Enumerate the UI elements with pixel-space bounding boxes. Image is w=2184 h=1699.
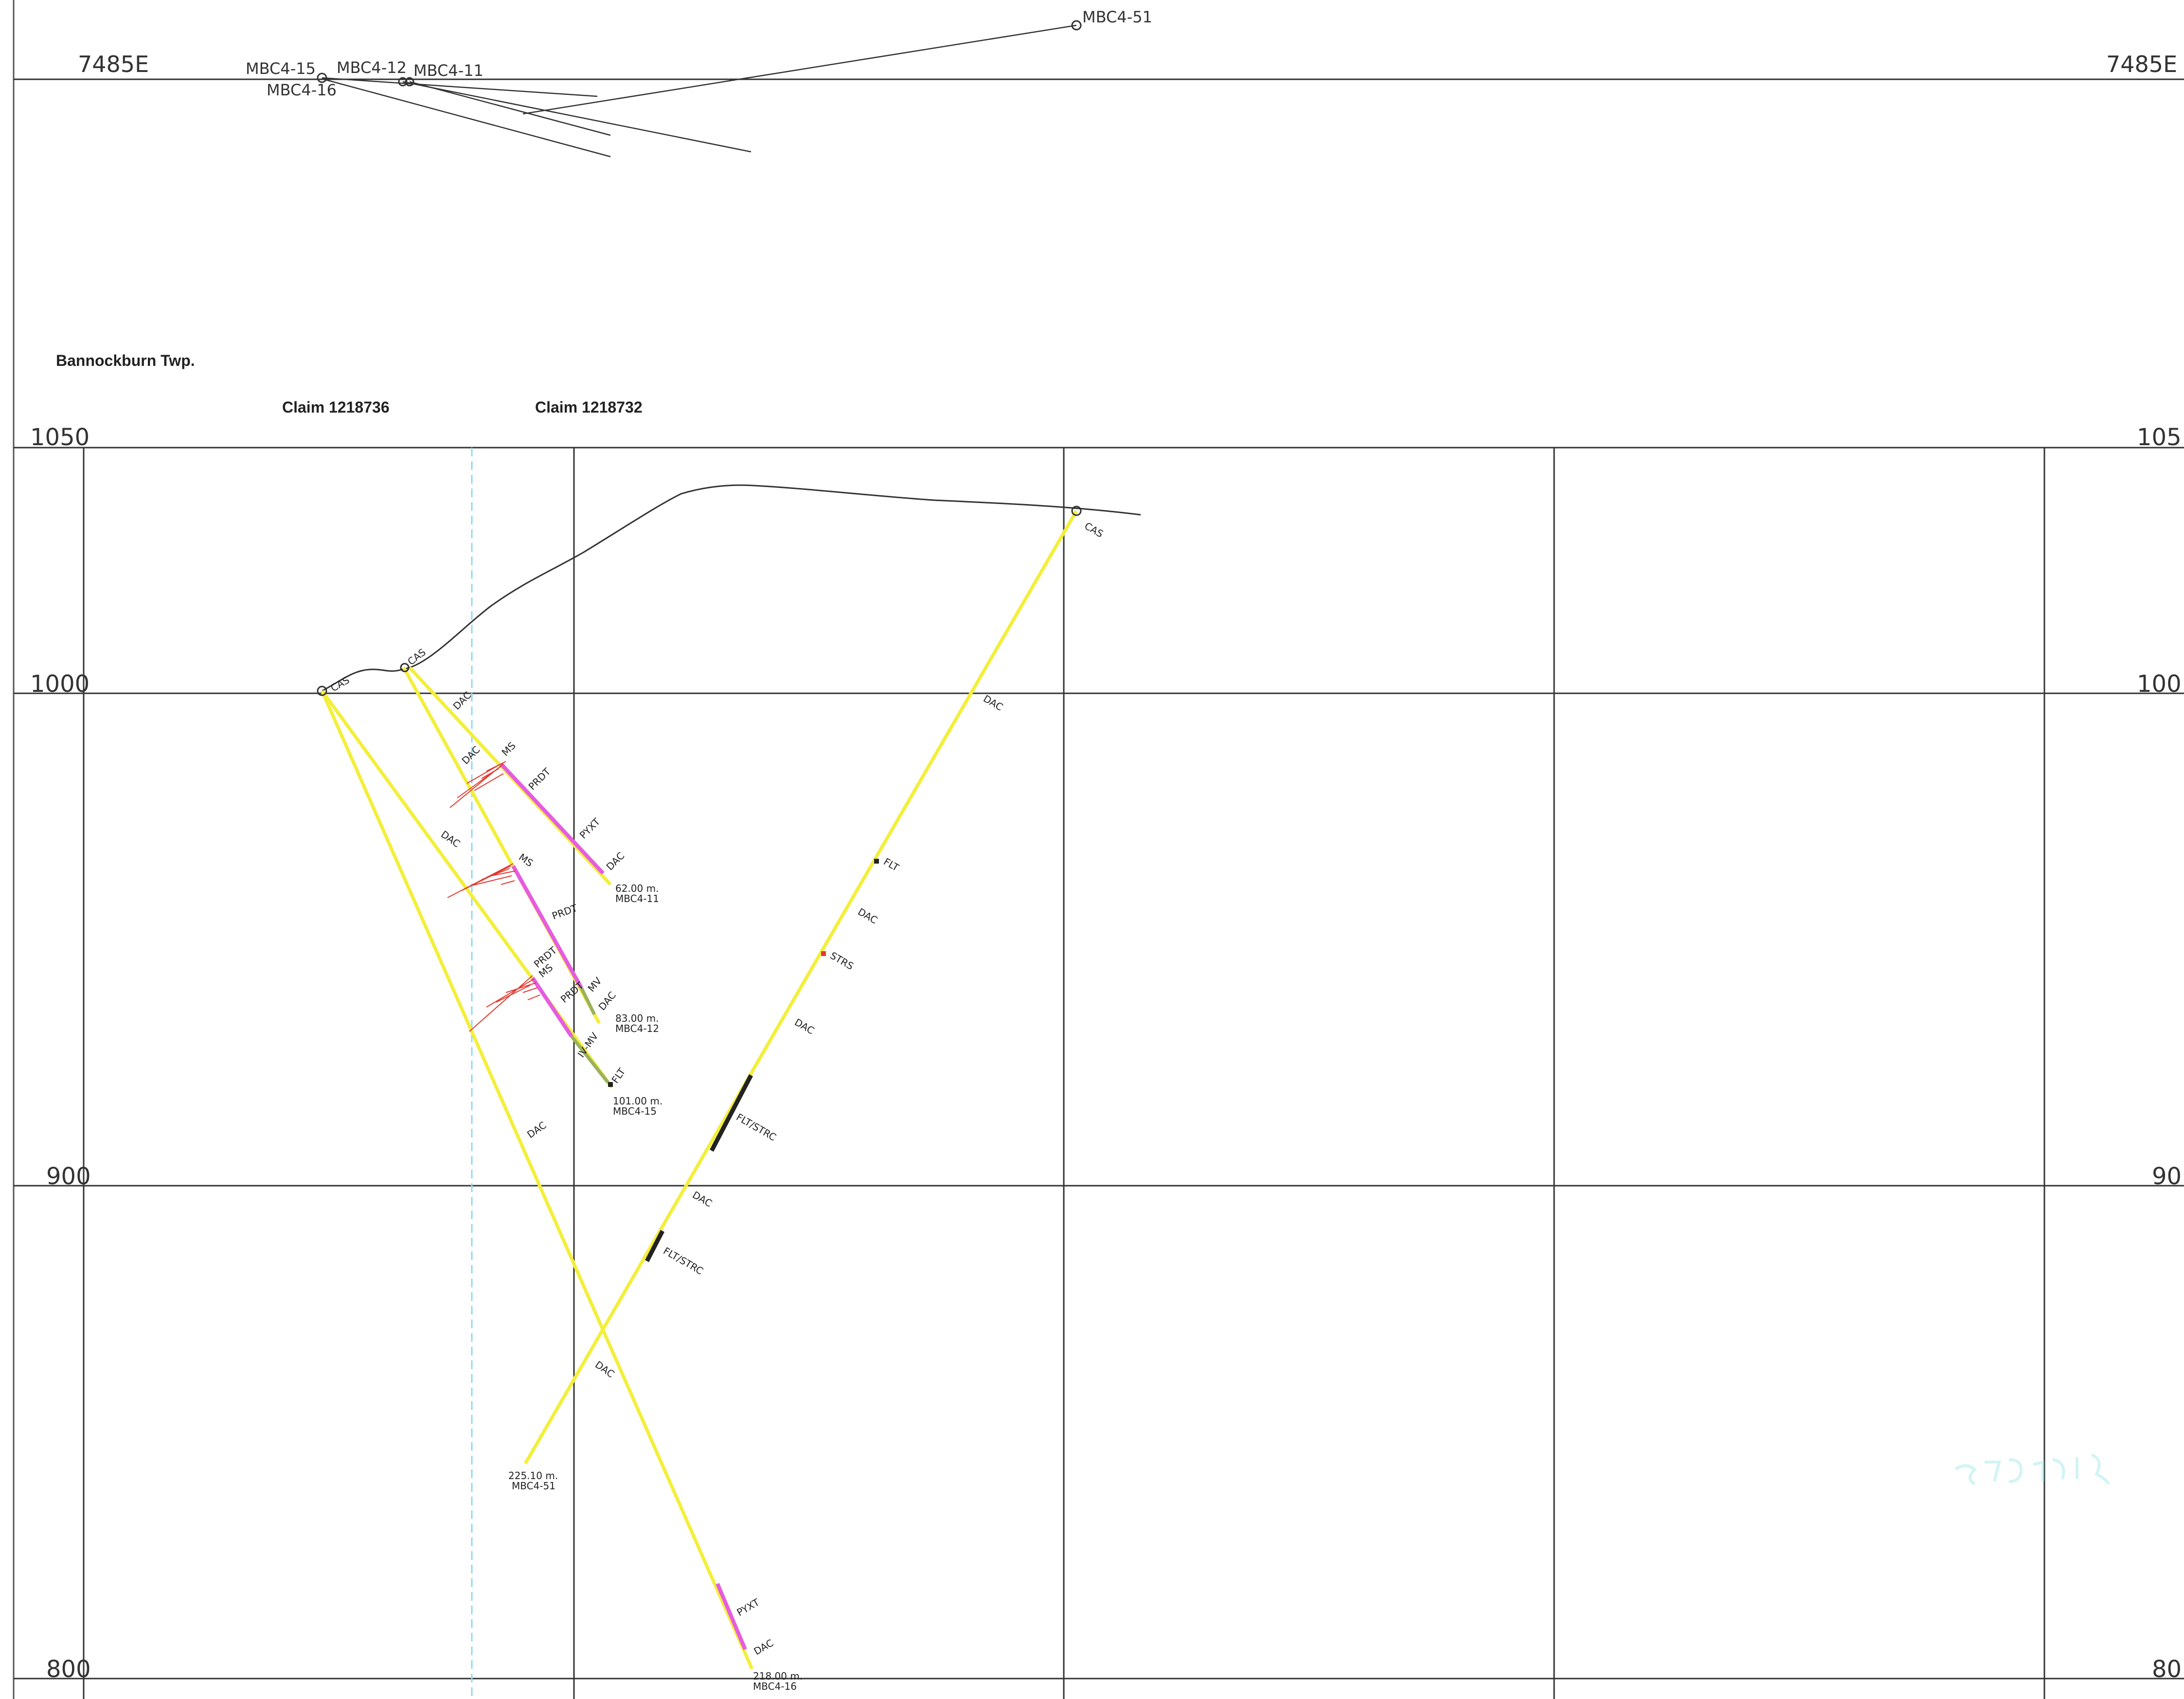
lith-label: CAS [1083, 520, 1106, 540]
hole-depth-mbc4-16: 218.00 m. [753, 1670, 803, 1682]
lith-label: DAC [596, 989, 618, 1012]
plan-trace-mbc4-12 [402, 81, 752, 153]
mafic-segment [579, 987, 596, 1015]
plan-trace-mbc4-16 [322, 78, 611, 158]
collar-icon [317, 72, 327, 83]
easting-label-left: 7485E [78, 51, 149, 77]
hole-mbc4-16 [320, 690, 754, 1670]
collar-label-mbc4-15: MBC4-15 [246, 59, 316, 78]
hole-name-mbc4-12: MBC4-12 [615, 1023, 659, 1034]
collar-icon [405, 77, 414, 87]
hole-name-mbc4-16: MBC4-16 [753, 1681, 797, 1692]
easting-label-right: 7485E [2106, 51, 2177, 77]
collar-icon [398, 77, 408, 87]
fault-segment [645, 1229, 664, 1263]
strs-marker [821, 951, 826, 956]
collar-icon [400, 663, 410, 672]
fault-segment [710, 1074, 753, 1152]
lith-label: STRS [828, 950, 856, 973]
lith-label: MS [517, 851, 535, 869]
elevation-label-right-900: 90 [2152, 1163, 2182, 1190]
hole-end-labels: 62.00 m. MBC4-11 83.00 m. MBC4-12 101.00… [508, 883, 803, 1692]
elevation-label-800: 800 [46, 1656, 91, 1683]
topography-line [322, 484, 1141, 692]
lith-label: PYXT [735, 1596, 762, 1618]
lith-label: FLT/STRC [734, 1111, 778, 1143]
fault-marker [874, 859, 879, 864]
lith-label: PRDT [526, 765, 553, 792]
lith-label: DAC [691, 1189, 715, 1210]
hole-depth-mbc4-11: 62.00 m. [615, 883, 659, 894]
lith-label: DAC [982, 693, 1005, 713]
lith-label: DAC [604, 850, 627, 873]
elevation-label-1000: 1000 [30, 670, 90, 698]
hole-name-mbc4-51: MBC4-51 [512, 1480, 555, 1492]
plan-trace-mbc4-15 [322, 77, 598, 97]
collar-label-mbc4-12: MBC4-12 [337, 58, 407, 77]
lithology-labels: CAS CAS CAS DAC DAC MS PRDT PYXT DAC DAC… [329, 520, 1106, 1658]
collar-icon [1071, 506, 1082, 516]
plan-hole-traces [322, 24, 1077, 158]
sulphide-segment [500, 762, 605, 875]
plan-trace-mbc4-51 [522, 24, 1077, 115]
fault-marker [608, 1082, 613, 1087]
lith-label: FLT [882, 856, 901, 874]
drill-holes [320, 510, 1078, 1670]
collar-icon [1071, 20, 1082, 31]
hole-depth-mbc4-15: 101.00 m. [613, 1095, 662, 1107]
hole-mbc4-51 [523, 510, 1078, 1464]
section-grid: 1050 1000 900 800 105 100 90 80 [14, 424, 2184, 1699]
plan-view: 7485E 7485E MBC4-15 MBC4-12 MBC4-11 MBC4… [13, 0, 2184, 1699]
claim-label-1218732: Claim 1218732 [535, 398, 643, 416]
mafic-segment [570, 1035, 609, 1084]
lith-label: DAC [856, 906, 880, 926]
hole-name-mbc4-11: MBC4-11 [615, 893, 659, 904]
lith-label: CAS [329, 674, 352, 694]
elevation-label-right-1000: 100 [2137, 670, 2182, 698]
sulphide-segment [716, 1583, 747, 1650]
section-collars [317, 506, 1082, 696]
lith-label: MS [500, 740, 518, 758]
collar-label-mbc4-51: MBC4-51 [1082, 8, 1152, 26]
lith-label: MV [585, 975, 604, 994]
faint-stamp [1954, 1453, 2110, 1485]
township-label: Bannockburn Twp. [56, 352, 195, 369]
lith-label: DAC [593, 1358, 616, 1380]
sulphide-segment [531, 976, 573, 1038]
lith-label: DAC [525, 1119, 548, 1140]
elevation-label-1050: 1050 [30, 424, 90, 451]
lith-label: DAC [439, 828, 462, 850]
plan-collars [317, 20, 1082, 87]
assay-histograms [447, 761, 540, 1032]
lith-label: DAC [752, 1637, 776, 1657]
collar-label-mbc4-11: MBC4-11 [413, 61, 483, 80]
sulphide-segment [511, 865, 583, 989]
elevation-label-right-800: 80 [2152, 1656, 2182, 1683]
hole-depth-mbc4-51: 225.10 m. [508, 1470, 558, 1482]
lith-label: FLT/STRC [662, 1245, 705, 1277]
lith-label: PYXT [577, 815, 603, 841]
hole-name-mbc4-15: MBC4-15 [613, 1105, 657, 1117]
claim-label-1218736: Claim 1218736 [282, 398, 390, 416]
lith-label: DAC [793, 1016, 817, 1037]
elevation-label-right-1050: 105 [2137, 424, 2182, 451]
hole-depth-mbc4-12: 83.00 m. [615, 1012, 659, 1024]
elevation-label-900: 900 [46, 1163, 91, 1190]
collar-icon [317, 686, 327, 696]
lith-label: PRDT [551, 902, 579, 922]
lith-label: DAC [460, 744, 483, 767]
plan-trace-mbc4-11 [409, 81, 611, 136]
collar-label-mbc4-16: MBC4-16 [267, 81, 337, 99]
